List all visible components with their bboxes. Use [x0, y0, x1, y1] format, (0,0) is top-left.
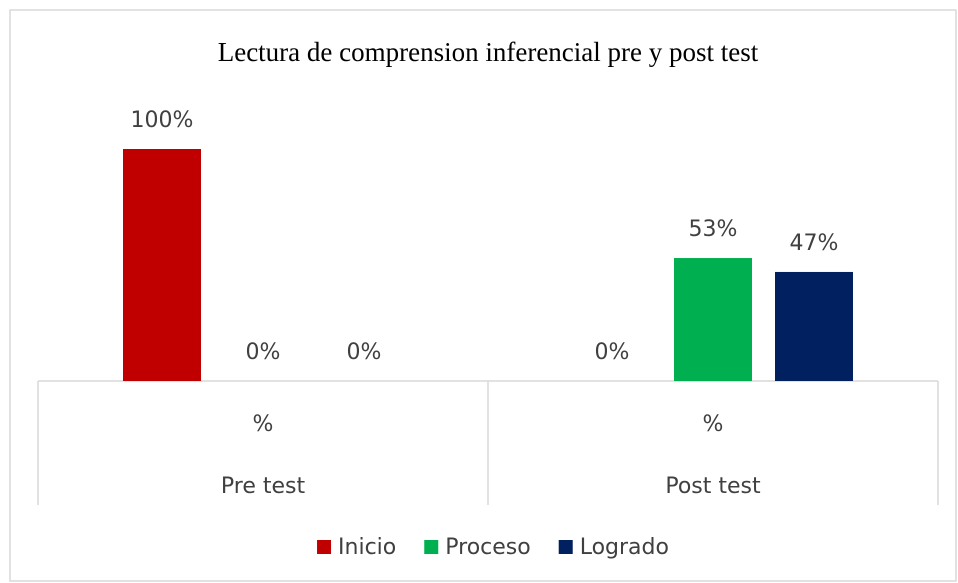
bar: [775, 271, 853, 381]
data-label: 53%: [689, 217, 738, 242]
group-label: Post test: [665, 474, 761, 499]
data-label: 100%: [131, 108, 194, 133]
group-label: Pre test: [221, 474, 306, 499]
legend-swatch: [424, 540, 439, 554]
x-tick-label: %: [703, 412, 724, 437]
legend-label: Logrado: [580, 535, 669, 560]
legend-swatch: [317, 540, 332, 554]
data-label: 47%: [790, 231, 839, 256]
data-label: 0%: [347, 340, 382, 365]
x-tick-label: %: [253, 412, 274, 437]
legend-label: Inicio: [338, 535, 396, 560]
bar: [674, 258, 752, 381]
data-label: 0%: [595, 340, 630, 365]
data-label: 0%: [246, 340, 281, 365]
legend-label: Proceso: [445, 535, 530, 560]
bar: [123, 149, 201, 381]
chart-title: Lectura de comprension inferencial pre y…: [218, 37, 759, 67]
legend-swatch: [558, 540, 573, 554]
